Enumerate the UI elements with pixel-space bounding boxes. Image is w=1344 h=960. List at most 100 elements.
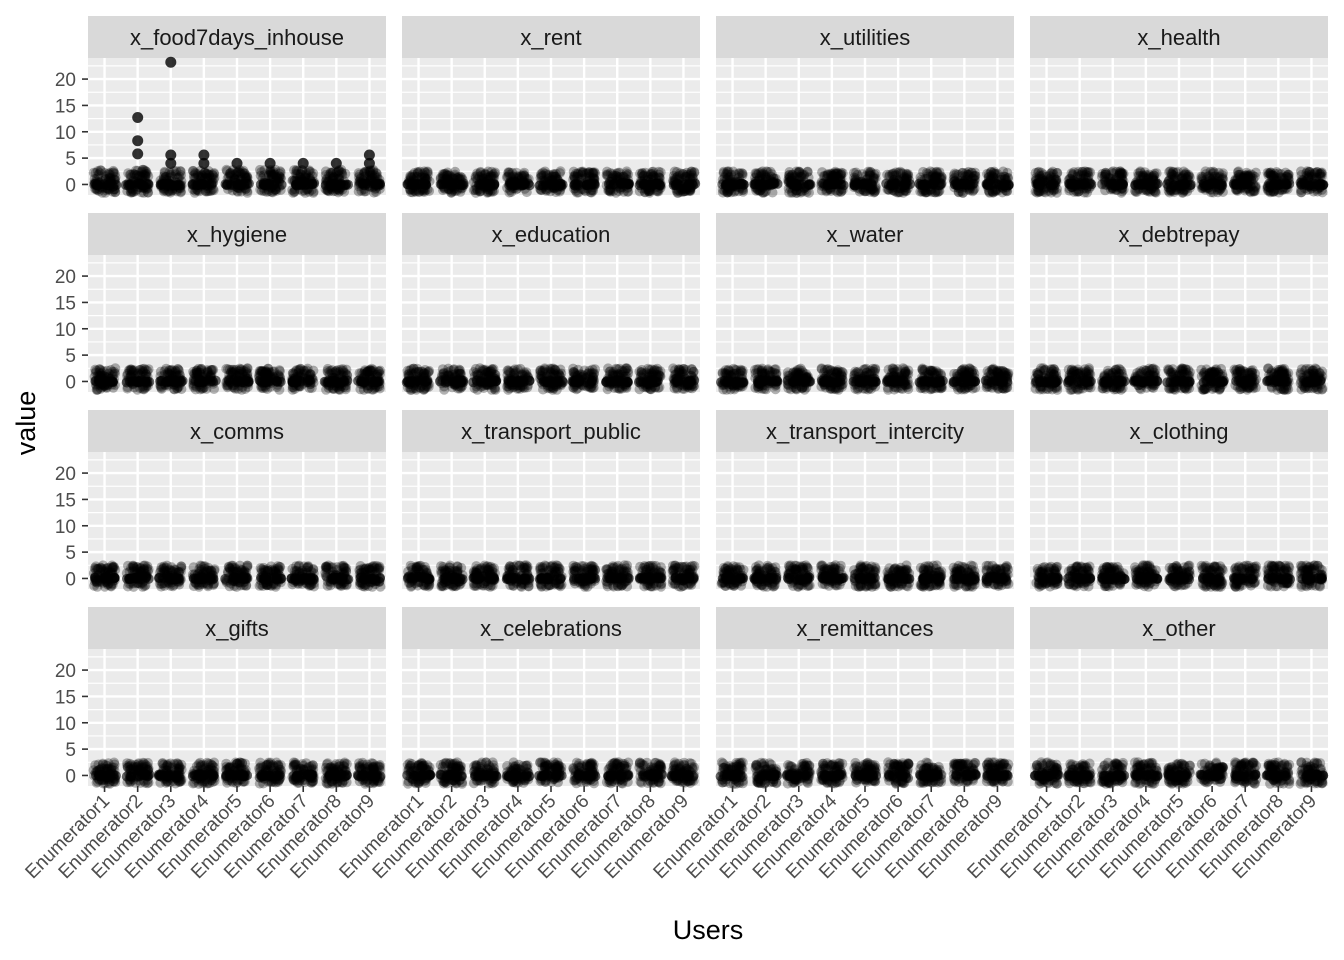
- facet-x_education: x_education: [401, 213, 700, 395]
- data-point: [1069, 179, 1080, 190]
- data-point: [143, 187, 154, 198]
- data-point: [239, 168, 250, 179]
- data-point: [1135, 166, 1146, 177]
- outlier-point: [330, 157, 342, 169]
- data-point: [568, 377, 579, 388]
- data-point: [921, 167, 932, 178]
- data-point: [888, 168, 899, 179]
- outlier-point: [132, 148, 144, 160]
- data-point: [788, 377, 799, 387]
- data-point: [818, 377, 828, 388]
- facet-strip-label: x_utilities: [820, 25, 910, 50]
- data-point: [982, 168, 993, 179]
- data-point: [1110, 180, 1121, 191]
- outlier-point: [297, 157, 309, 169]
- data-point: [91, 180, 102, 190]
- data-point: [502, 365, 513, 376]
- data-point: [724, 377, 735, 387]
- outlier-point: [363, 157, 375, 169]
- data-point: [673, 364, 684, 375]
- data-point: [197, 170, 208, 181]
- y-tick-label: 5: [65, 346, 76, 367]
- y-tick-label: 20: [55, 70, 76, 91]
- data-point: [130, 165, 141, 176]
- data-point: [302, 377, 313, 388]
- data-point: [547, 363, 558, 374]
- data-point: [644, 377, 655, 388]
- data-point: [103, 168, 114, 179]
- data-point: [93, 169, 104, 180]
- data-point: [225, 167, 236, 178]
- data-point: [159, 166, 170, 177]
- data-point: [738, 377, 749, 388]
- data-point: [622, 376, 633, 387]
- data-point: [959, 179, 970, 190]
- data-point: [231, 167, 242, 178]
- data-point: [771, 376, 782, 387]
- data-point: [171, 180, 182, 191]
- data-point: [517, 179, 528, 190]
- data-point: [131, 170, 142, 181]
- data-point: [99, 168, 110, 178]
- data-point: [570, 178, 581, 189]
- data-point: [602, 375, 612, 386]
- data-point: [88, 167, 99, 178]
- data-point: [241, 170, 252, 181]
- data-point: [1209, 178, 1220, 189]
- data-point: [164, 167, 175, 178]
- data-point: [204, 170, 215, 181]
- data-point: [737, 178, 748, 189]
- data-point: [1140, 179, 1151, 190]
- data-point: [188, 166, 199, 177]
- data-point: [192, 178, 203, 189]
- data-point: [209, 168, 219, 178]
- data-point: [90, 168, 101, 178]
- data-point: [1228, 178, 1239, 189]
- data-point: [141, 166, 152, 177]
- data-point: [176, 170, 186, 181]
- data-point: [287, 375, 298, 386]
- data-point: [507, 167, 518, 178]
- y-tick-label: 15: [55, 96, 76, 117]
- data-point: [681, 169, 692, 180]
- data-point: [864, 170, 875, 181]
- data-point: [1084, 178, 1095, 189]
- data-point: [553, 376, 564, 387]
- data-point: [829, 179, 840, 190]
- data-point: [802, 167, 813, 177]
- outlier-point: [132, 112, 144, 123]
- facet-strip-label: x_hygiene: [187, 222, 287, 247]
- data-point: [804, 376, 815, 387]
- outlier-point: [264, 157, 276, 169]
- data-point: [109, 168, 120, 179]
- data-point: [203, 169, 214, 180]
- data-point: [108, 167, 119, 178]
- data-point: [140, 168, 151, 179]
- y-tick-label: 10: [55, 123, 76, 144]
- data-point: [142, 187, 153, 198]
- data-point: [111, 180, 122, 190]
- data-point: [165, 170, 176, 180]
- data-point: [209, 169, 219, 179]
- data-point: [104, 169, 115, 180]
- data-point: [226, 170, 237, 181]
- data-point: [1152, 178, 1163, 189]
- data-point: [582, 168, 593, 179]
- facet-strip-label: x_education: [492, 222, 611, 247]
- data-point: [159, 167, 170, 178]
- data-point: [485, 180, 496, 191]
- data-point: [132, 170, 143, 181]
- data-point: [161, 179, 172, 190]
- data-point: [221, 180, 232, 191]
- data-point: [357, 178, 368, 189]
- facet-x_utilities: x_utilities: [716, 16, 1014, 198]
- data-point: [901, 178, 912, 189]
- data-point: [323, 375, 334, 386]
- data-point: [203, 166, 214, 176]
- data-point: [141, 168, 152, 179]
- data-point: [125, 169, 135, 180]
- data-point: [133, 377, 144, 388]
- data-point: [208, 170, 219, 181]
- data-point: [644, 364, 655, 375]
